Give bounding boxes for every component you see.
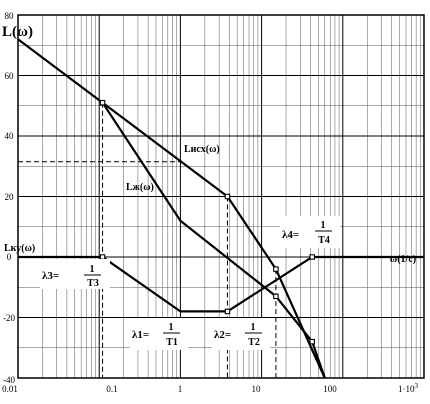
y-tick-label: 20	[5, 192, 15, 202]
annotation-prefix: λ1=	[132, 329, 149, 341]
x-tick-label: 1·103	[398, 382, 419, 394]
y-axis-label: L(ω)	[2, 24, 33, 40]
y-tick-label: 0	[7, 252, 12, 262]
annotation-lambda3: λ3= 1 T3	[40, 259, 110, 289]
breakpoint-marker	[309, 338, 315, 345]
annotation-den: T3	[87, 278, 99, 289]
dashed-reference-lines	[18, 102, 277, 378]
x-tick-label: 100	[323, 384, 337, 394]
annotation-den: T4	[318, 235, 330, 246]
breakpoint-marker	[224, 308, 231, 315]
x-tick-label: 10	[252, 384, 262, 394]
x-tick-label: 0.1	[106, 384, 117, 394]
breakpoint-marker	[99, 99, 106, 106]
annotation-lambda4: λ4= 1 T4	[280, 216, 340, 248]
y-tick-label: 60	[5, 71, 15, 81]
breakpoint-marker	[99, 254, 106, 260]
annotation-num: 1	[321, 220, 326, 231]
annotation-prefix: λ2=	[214, 329, 231, 341]
annotation-lambda1: λ1= 1 T1	[130, 318, 188, 350]
annotation-num: 1	[90, 264, 95, 275]
x-axis-label: ω(1/c)	[390, 254, 416, 265]
plot-frame	[17, 14, 425, 379]
annotation-num: 1	[251, 322, 256, 333]
breakpoint-marker	[309, 254, 315, 260]
annotation-prefix: λ4=	[282, 229, 299, 241]
series-label-lisx: Lисх(ω)	[184, 144, 220, 155]
breakpoint-marker	[273, 266, 279, 272]
series-line-lku	[18, 255, 424, 313]
annotation-prefix: λ3=	[42, 270, 59, 282]
annotation-den: T1	[166, 337, 178, 348]
series-label-lku: Lку(ω)	[4, 243, 35, 254]
annotation-num: 1	[169, 322, 174, 333]
y-tick-label: -40	[3, 375, 15, 385]
y-tick-label: -20	[3, 313, 15, 323]
y-tick-label: 80	[5, 11, 15, 21]
x-tick-label: 0.01	[2, 384, 18, 394]
breakpoint-marker	[224, 193, 231, 200]
y-tick-label: 40	[5, 131, 15, 141]
series-label-lzh: Lж(ω)	[126, 182, 154, 193]
annotation-lambda2: λ2= 1 T2	[212, 318, 270, 350]
x-tick-label-exp: 3	[415, 382, 419, 390]
annotation-den: T2	[248, 337, 260, 348]
x-tick-label-base: 1·10	[398, 384, 415, 394]
x-tick-label: 1	[178, 384, 183, 394]
breakpoint-marker	[273, 293, 279, 300]
